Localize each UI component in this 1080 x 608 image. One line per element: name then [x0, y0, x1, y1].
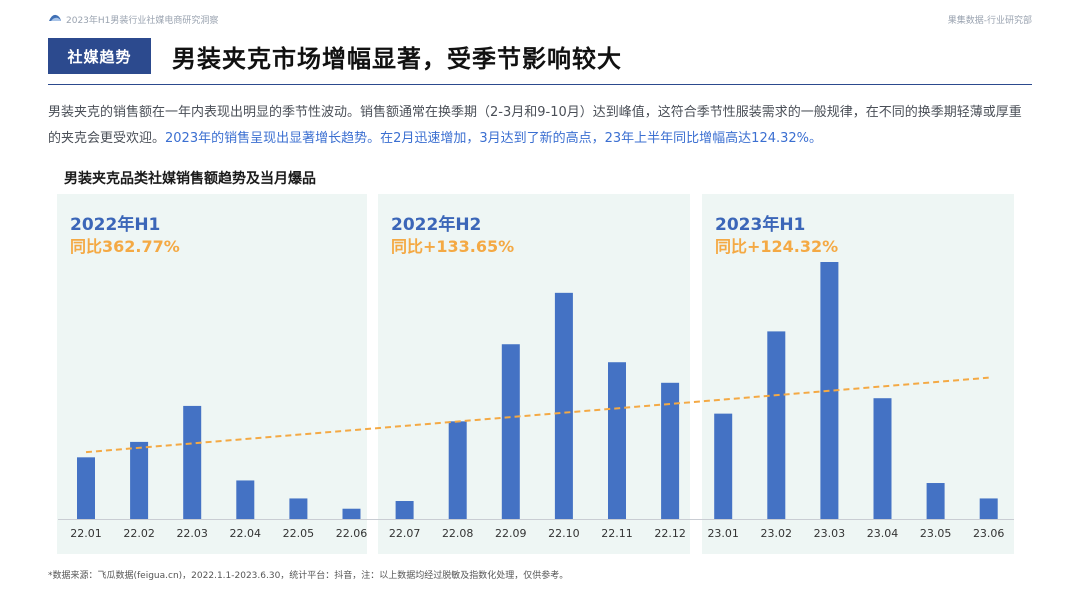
- period-yoy: 同比+124.32%: [715, 237, 839, 256]
- title-divider: [48, 84, 1032, 85]
- page-title: 男装夹克市场增幅显著，受季节影响较大: [172, 44, 622, 73]
- period-yoy: 同比362.77%: [70, 237, 180, 256]
- tick-label: 23.01: [707, 527, 739, 540]
- period-label: 2022年H1: [70, 215, 161, 235]
- bar-22.10: [554, 292, 573, 519]
- bar-22.07: [395, 501, 414, 519]
- tick-label: 22.09: [495, 527, 527, 540]
- period-panel-2022-h1: 2022年H1 同比362.77%: [57, 194, 367, 554]
- bar-23.01: [714, 413, 733, 519]
- tick-label: 22.02: [123, 527, 155, 540]
- trend-line: [85, 376, 989, 454]
- bar-22.12: [661, 382, 680, 519]
- bar-22.01: [77, 457, 95, 519]
- top-header: 2023年H1男装行业社媒电商研究洞察 果集数据-行业研究部: [48, 12, 1032, 28]
- bar-23.04: [873, 398, 892, 519]
- tick-label: 22.03: [176, 527, 208, 540]
- tick-label: 23.02: [761, 527, 793, 540]
- bar-23.05: [926, 483, 945, 519]
- logo-icon: [49, 14, 61, 21]
- tick-label: 22.07: [389, 527, 421, 540]
- tick-label: 23.06: [973, 527, 1005, 540]
- bar-22.03: [183, 405, 202, 519]
- bar-23.06: [979, 498, 998, 519]
- publisher-name: 果集数据-行业研究部: [947, 16, 1032, 26]
- period-label: 2023年H1: [715, 215, 806, 235]
- bar-22.08: [448, 421, 467, 519]
- bar-22.06: [342, 508, 361, 519]
- description: 男装夹克的销售额在一年内表现出明显的季节性波动。销售额通常在换季期（2-3月和9…: [48, 100, 1032, 152]
- tick-label: 22.12: [654, 527, 686, 540]
- tick-label: 22.11: [601, 527, 633, 540]
- description-highlight: 2023年的销售呈现出显著增长趋势。在2月迅速增加，3月达到了新的高点，23年上…: [165, 131, 823, 146]
- period-panel-2023-h1: 2023年H1 同比+124.32%: [702, 194, 1014, 554]
- tick-label: 22.08: [442, 527, 474, 540]
- period-panel-2022-h2: 2022年H2 同比+133.65%: [378, 194, 690, 554]
- tick-label: 22.05: [283, 527, 315, 540]
- report-name: 2023年H1男装行业社媒电商研究洞察: [66, 16, 219, 26]
- tick-label: 22.10: [548, 527, 580, 540]
- tick-label: 23.05: [920, 527, 952, 540]
- bar-22.09: [501, 344, 520, 519]
- bar-22.04: [236, 480, 255, 519]
- period-label: 2022年H2: [391, 215, 482, 235]
- tick-label: 23.04: [867, 527, 899, 540]
- tick-label: 22.04: [230, 527, 262, 540]
- bar-22.05: [289, 498, 308, 519]
- source-note: *数据来源：飞瓜数据(feigua.cn)，2022.1.1-2023.6.30…: [48, 571, 569, 581]
- tick-label: 23.03: [814, 527, 846, 540]
- section-tag: 社媒趋势: [48, 38, 151, 74]
- description-text: 男装夹克的销售额在一年内表现出明显的季节性波动。销售额通常在换季期（2-3月和9…: [48, 105, 1022, 146]
- tick-label: 22.01: [70, 527, 102, 540]
- chart-title: 男装夹克品类社媒销售额趋势及当月爆品: [64, 171, 316, 187]
- period-yoy: 同比+133.65%: [391, 237, 515, 256]
- bar-22.11: [608, 362, 626, 519]
- bar-23.02: [767, 331, 786, 519]
- bar-22.02: [130, 441, 149, 519]
- tick-label: 22.06: [336, 527, 368, 540]
